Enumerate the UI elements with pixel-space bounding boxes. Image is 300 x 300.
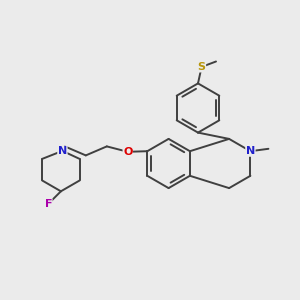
Text: F: F bbox=[44, 199, 52, 209]
Text: N: N bbox=[58, 146, 67, 156]
Text: S: S bbox=[198, 62, 206, 72]
Text: N: N bbox=[246, 146, 255, 156]
Text: O: O bbox=[123, 147, 133, 157]
